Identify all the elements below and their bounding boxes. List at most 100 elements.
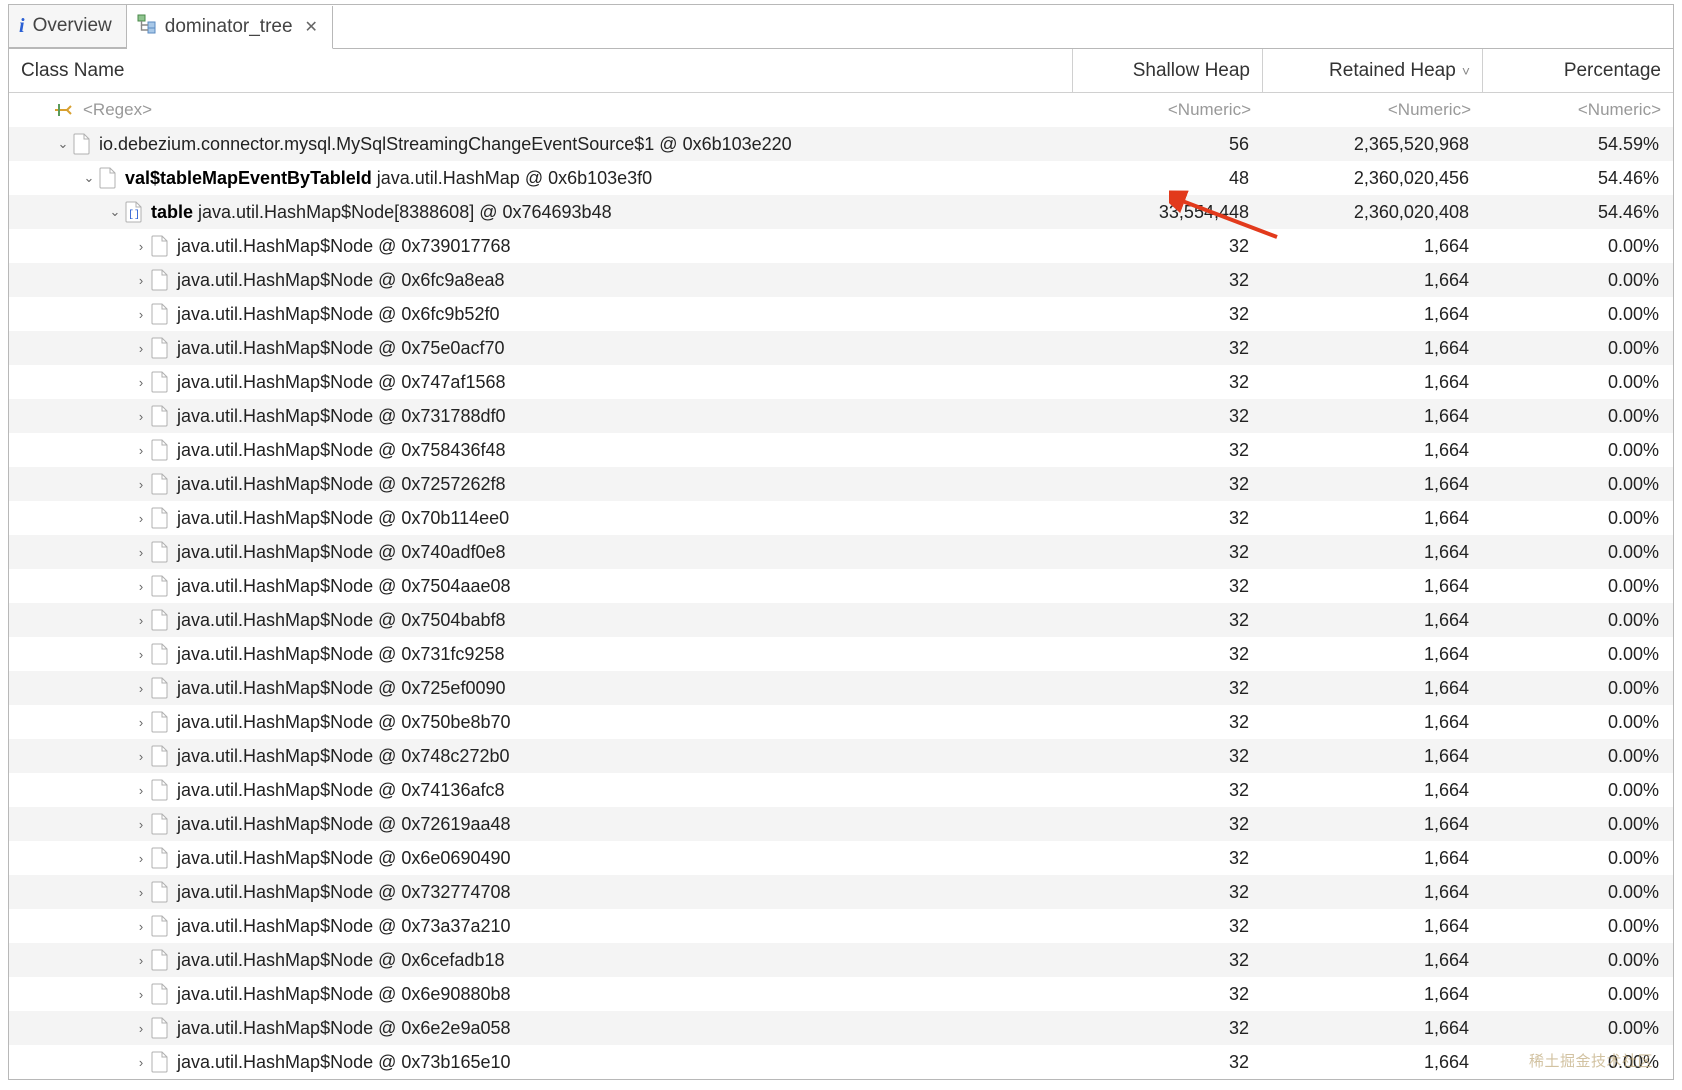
class-file-icon (151, 575, 169, 597)
filter-regex-placeholder[interactable]: <Regex> (83, 100, 152, 120)
tree-row[interactable]: › java.util.HashMap$Node @ 0x748c272b0 3… (9, 739, 1673, 773)
expand-icon[interactable]: › (131, 647, 151, 662)
expand-icon[interactable]: › (131, 375, 151, 390)
tree-row[interactable]: › java.util.HashMap$Node @ 0x7257262f8 3… (9, 467, 1673, 501)
close-icon[interactable]: ✕ (305, 17, 318, 37)
cell-shallow: 32 (1073, 474, 1263, 495)
filter-percentage[interactable]: <Numeric> (1483, 93, 1673, 127)
cell-retained: 1,664 (1263, 950, 1483, 971)
tree-row[interactable]: › java.util.HashMap$Node @ 0x731fc9258 3… (9, 637, 1673, 671)
cell-shallow: 32 (1073, 338, 1263, 359)
expand-icon[interactable]: › (131, 681, 151, 696)
expand-icon[interactable]: › (131, 987, 151, 1002)
row-label: java.util.HashMap$Node @ 0x732774708 (177, 882, 511, 903)
class-file-icon (151, 643, 169, 665)
tree-row[interactable]: › java.util.HashMap$Node @ 0x74136afc8 3… (9, 773, 1673, 807)
cell-percentage: 54.46% (1483, 202, 1673, 223)
tree-row[interactable]: › java.util.HashMap$Node @ 0x732774708 3… (9, 875, 1673, 909)
cell-shallow: 32 (1073, 746, 1263, 767)
expand-icon[interactable]: › (131, 307, 151, 322)
cell-shallow: 32 (1073, 1052, 1263, 1073)
expand-icon[interactable]: › (131, 1055, 151, 1070)
header-shallow-heap[interactable]: Shallow Heap (1073, 49, 1263, 92)
class-file-icon (151, 473, 169, 495)
class-file-icon (151, 847, 169, 869)
expand-icon[interactable]: › (131, 443, 151, 458)
tree-row[interactable]: ⌄ val$tableMapEventByTableId java.util.H… (9, 161, 1673, 195)
expand-icon[interactable]: › (131, 749, 151, 764)
cell-percentage: 0.00% (1483, 984, 1673, 1005)
expand-icon[interactable]: › (131, 1021, 151, 1036)
tree-row[interactable]: › java.util.HashMap$Node @ 0x6cefadb18 3… (9, 943, 1673, 977)
tree-row[interactable]: › java.util.HashMap$Node @ 0x731788df0 3… (9, 399, 1673, 433)
cell-retained: 1,664 (1263, 644, 1483, 665)
tree-row[interactable]: › java.util.HashMap$Node @ 0x6e0690490 3… (9, 841, 1673, 875)
row-label: java.util.HashMap$Node @ 0x7257262f8 (177, 474, 505, 495)
tab-dominator-tree[interactable]: dominator_tree ✕ (127, 6, 333, 49)
expand-icon[interactable]: › (131, 477, 151, 492)
expand-icon[interactable]: › (131, 919, 151, 934)
class-file-icon (151, 337, 169, 359)
expand-icon[interactable]: › (131, 273, 151, 288)
tree-row[interactable]: › java.util.HashMap$Node @ 0x70b114ee0 3… (9, 501, 1673, 535)
filter-shallow[interactable]: <Numeric> (1073, 93, 1263, 127)
tree-row[interactable]: › java.util.HashMap$Node @ 0x7504aae08 3… (9, 569, 1673, 603)
cell-percentage: 0.00% (1483, 610, 1673, 631)
expand-icon[interactable]: › (131, 817, 151, 832)
expand-icon[interactable]: › (131, 953, 151, 968)
cell-percentage: 0.00% (1483, 882, 1673, 903)
tree-row[interactable]: › java.util.HashMap$Node @ 0x750be8b70 3… (9, 705, 1673, 739)
collapse-icon[interactable]: ⌄ (53, 136, 73, 152)
expand-icon[interactable]: › (131, 409, 151, 424)
row-label: java.util.HashMap$Node @ 0x739017768 (177, 236, 511, 257)
class-file-icon (151, 1017, 169, 1039)
expand-icon[interactable]: › (131, 851, 151, 866)
cell-percentage: 0.00% (1483, 542, 1673, 563)
tree-row[interactable]: › java.util.HashMap$Node @ 0x725ef0090 3… (9, 671, 1673, 705)
header-retained-heap[interactable]: Retained Heap ˅ (1263, 49, 1483, 92)
expand-icon[interactable]: › (131, 545, 151, 560)
expand-icon[interactable]: › (131, 783, 151, 798)
tree-row[interactable]: › java.util.HashMap$Node @ 0x739017768 3… (9, 229, 1673, 263)
tree-row[interactable]: › java.util.HashMap$Node @ 0x73a37a210 3… (9, 909, 1673, 943)
tree-row[interactable]: ⌄ io.debezium.connector.mysql.MySqlStrea… (9, 127, 1673, 161)
cell-retained: 1,664 (1263, 1052, 1483, 1073)
expand-icon[interactable]: › (131, 239, 151, 254)
collapse-icon[interactable]: ⌄ (105, 204, 125, 220)
cell-shallow: 32 (1073, 440, 1263, 461)
tree-row[interactable]: › java.util.HashMap$Node @ 0x73b165e10 3… (9, 1045, 1673, 1079)
regex-filter-icon[interactable] (53, 101, 75, 119)
tree-row[interactable]: › java.util.HashMap$Node @ 0x747af1568 3… (9, 365, 1673, 399)
header-class-name[interactable]: Class Name (9, 49, 1073, 92)
collapse-icon[interactable]: ⌄ (79, 170, 99, 186)
expand-icon[interactable]: › (131, 579, 151, 594)
cell-shallow: 33,554,448 (1073, 202, 1263, 223)
tree-row[interactable]: › java.util.HashMap$Node @ 0x6fc9a8ea8 3… (9, 263, 1673, 297)
tree-row[interactable]: › java.util.HashMap$Node @ 0x75e0acf70 3… (9, 331, 1673, 365)
expand-icon[interactable]: › (131, 511, 151, 526)
cell-shallow: 48 (1073, 168, 1263, 189)
expand-icon[interactable]: › (131, 613, 151, 628)
expand-icon[interactable]: › (131, 715, 151, 730)
cell-percentage: 0.00% (1483, 1018, 1673, 1039)
expand-icon[interactable]: › (131, 341, 151, 356)
filter-retained[interactable]: <Numeric> (1263, 93, 1483, 127)
cell-percentage: 0.00% (1483, 678, 1673, 699)
cell-shallow: 32 (1073, 406, 1263, 427)
tab-overview[interactable]: i Overview (9, 5, 127, 48)
tree-row[interactable]: › java.util.HashMap$Node @ 0x7504babf8 3… (9, 603, 1673, 637)
class-file-icon (99, 167, 117, 189)
header-percentage[interactable]: Percentage (1483, 49, 1673, 92)
tree-row[interactable]: › java.util.HashMap$Node @ 0x72619aa48 3… (9, 807, 1673, 841)
expand-icon[interactable]: › (131, 885, 151, 900)
tree-row[interactable]: › java.util.HashMap$Node @ 0x6e2e9a058 3… (9, 1011, 1673, 1045)
cell-shallow: 32 (1073, 508, 1263, 529)
cell-percentage: 0.00% (1483, 780, 1673, 801)
tree-row[interactable]: › java.util.HashMap$Node @ 0x740adf0e8 3… (9, 535, 1673, 569)
cell-percentage: 0.00% (1483, 508, 1673, 529)
tree-row[interactable]: › java.util.HashMap$Node @ 0x6fc9b52f0 3… (9, 297, 1673, 331)
tree-row[interactable]: › java.util.HashMap$Node @ 0x6e90880b8 3… (9, 977, 1673, 1011)
tree-row[interactable]: › java.util.HashMap$Node @ 0x758436f48 3… (9, 433, 1673, 467)
class-file-icon (151, 541, 169, 563)
tree-row[interactable]: ⌄ [] table java.util.HashMap$Node[838860… (9, 195, 1673, 229)
